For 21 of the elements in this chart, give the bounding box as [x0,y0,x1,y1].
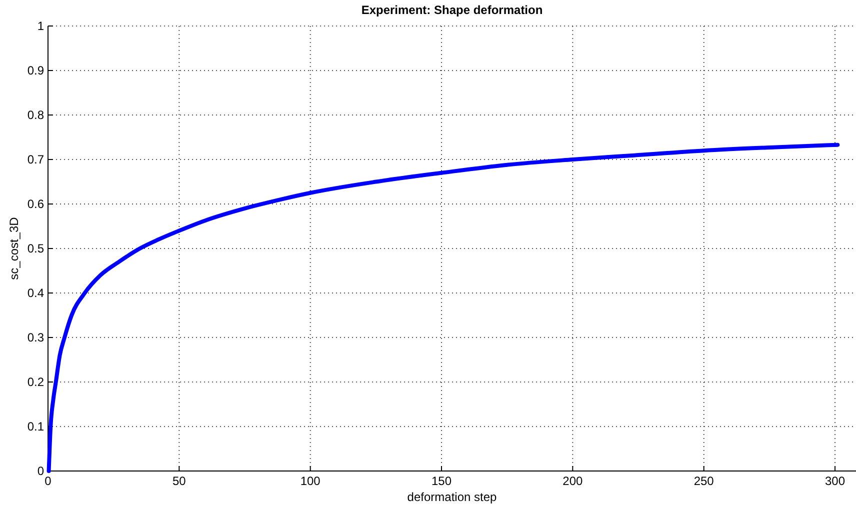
x-tick-label: 100 [300,474,321,488]
y-tick-label: 0.3 [27,330,44,344]
line-series [46,142,840,473]
x-tick-label: 250 [694,474,714,488]
y-tick-label: 0.9 [27,64,44,78]
y-axis-title: sc_cost_3D [7,216,21,280]
x-tick-label: 300 [824,474,846,488]
chart-title: Experiment: Shape deformation [361,3,543,17]
y-tick-label: 0.5 [27,242,44,256]
x-tick-label: 200 [562,474,584,488]
x-tick-label: 150 [431,474,452,488]
x-tick-label: 50 [172,474,186,488]
x-axis-title: deformation step [407,490,498,504]
y-tick-label: 0 [37,464,44,478]
y-tick-label: 0.7 [27,152,44,166]
y-tick-label: 0.6 [27,197,44,211]
y-tick-label: 0.4 [27,286,44,300]
y-tick-label: 1 [37,19,44,33]
y-tick-label: 0.2 [27,375,44,389]
y-tick-label: 0.1 [27,420,44,434]
y-tick-label: 0.8 [27,108,44,122]
